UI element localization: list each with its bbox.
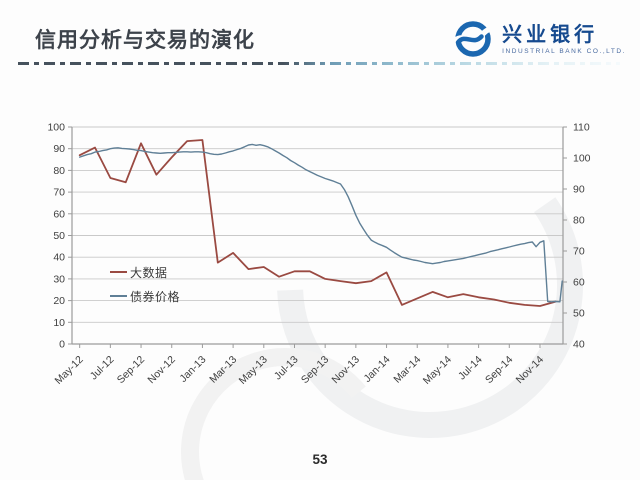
x-axis-tick-label: Jan-14 xyxy=(361,354,392,385)
chart-area: 0 10 20 30 40 50 60 70 80 90 100 40 50 60 70 80 90 100 110… xyxy=(30,100,620,430)
chart-legend: 大数据 债券价格 xyxy=(110,260,180,308)
x-axis-tick-label: Mar-13 xyxy=(207,354,239,386)
bank-name-block: 兴业银行 INDUSTRIAL BANK CO.,LTD. xyxy=(502,24,626,55)
title-underline-dashes xyxy=(18,62,620,65)
page-number: 53 xyxy=(312,452,328,467)
y-axis-right-tick-label: 110 xyxy=(573,122,590,134)
legend-label-big-data: 大数据 xyxy=(130,265,168,280)
industrial-bank-logo: 兴业银行 INDUSTRIAL BANK CO.,LTD. xyxy=(451,17,626,61)
bank-name-chinese: 兴业银行 xyxy=(502,23,599,46)
x-axis-tick-label: May-13 xyxy=(237,354,270,387)
bank-name-english: INDUSTRIAL BANK CO.,LTD. xyxy=(502,47,626,55)
y-axis-right-tick-label: 100 xyxy=(573,153,591,165)
series-line-bond-price xyxy=(79,143,563,303)
x-axis-tick-label: Nov-14 xyxy=(514,354,547,387)
y-axis-right-tick-label: 80 xyxy=(573,215,585,227)
legend-item-big-data: 大数据 xyxy=(110,260,180,284)
x-axis-tick-label: Jul-13 xyxy=(272,354,301,383)
x-axis-tick-label: Jul-12 xyxy=(88,354,117,383)
y-axis-left-tick-label: 20 xyxy=(53,295,65,307)
x-axis-tick-label: Sep-13 xyxy=(299,354,332,387)
x-axis-tick-label: Nov-13 xyxy=(330,354,363,387)
bank-swirl-icon xyxy=(451,21,496,57)
y-axis-left-tick-label: 40 xyxy=(53,252,65,264)
y-axis-left-tick-label: 80 xyxy=(53,165,65,177)
page-title: 信用分析与交易的演化 xyxy=(35,29,255,52)
y-axis-left-tick-label: 50 xyxy=(53,230,65,242)
y-axis-left-tick-label: 70 xyxy=(53,187,65,199)
x-axis-tick-label: Sep-12 xyxy=(115,354,148,387)
y-axis-right-tick-label: 40 xyxy=(573,339,585,351)
y-axis-left-tick-label: 30 xyxy=(53,273,65,285)
y-axis-right-tick-label: 90 xyxy=(573,184,585,196)
x-axis-tick-label: May-14 xyxy=(421,354,454,387)
y-axis-left-tick-label: 10 xyxy=(53,317,65,329)
line-chart: 0 10 20 30 40 50 60 70 80 90 100 40 50 60 70 80 90 100 110… xyxy=(47,122,591,387)
x-axis-tick-label: Nov-12 xyxy=(145,354,178,387)
legend-label-bond-price: 债券价格 xyxy=(130,289,181,304)
y-axis-left-tick-label: 100 xyxy=(47,122,65,134)
x-axis-tick-label: Mar-14 xyxy=(391,354,423,386)
x-axis-tick-label: May-12 xyxy=(53,354,86,387)
y-axis-right-tick-label: 70 xyxy=(573,246,585,258)
legend-line-swatch-blue xyxy=(110,295,127,297)
series-line-big-data xyxy=(78,139,557,307)
y-axis-right-tick-label: 60 xyxy=(573,277,585,289)
x-axis-tick-label: Jul-14 xyxy=(456,354,485,383)
x-axis-tick-label: Jan-13 xyxy=(177,354,208,385)
y-axis-right-tick-label: 50 xyxy=(573,308,585,320)
y-axis-left-tick-label: 0 xyxy=(59,339,65,351)
x-axis-tick-label: Sep-14 xyxy=(483,354,516,387)
legend-line-swatch-red xyxy=(110,271,127,273)
y-axis-left-tick-label: 90 xyxy=(53,143,65,155)
y-axis-left-tick-label: 60 xyxy=(53,208,65,220)
legend-item-bond-price: 债券价格 xyxy=(110,284,180,308)
